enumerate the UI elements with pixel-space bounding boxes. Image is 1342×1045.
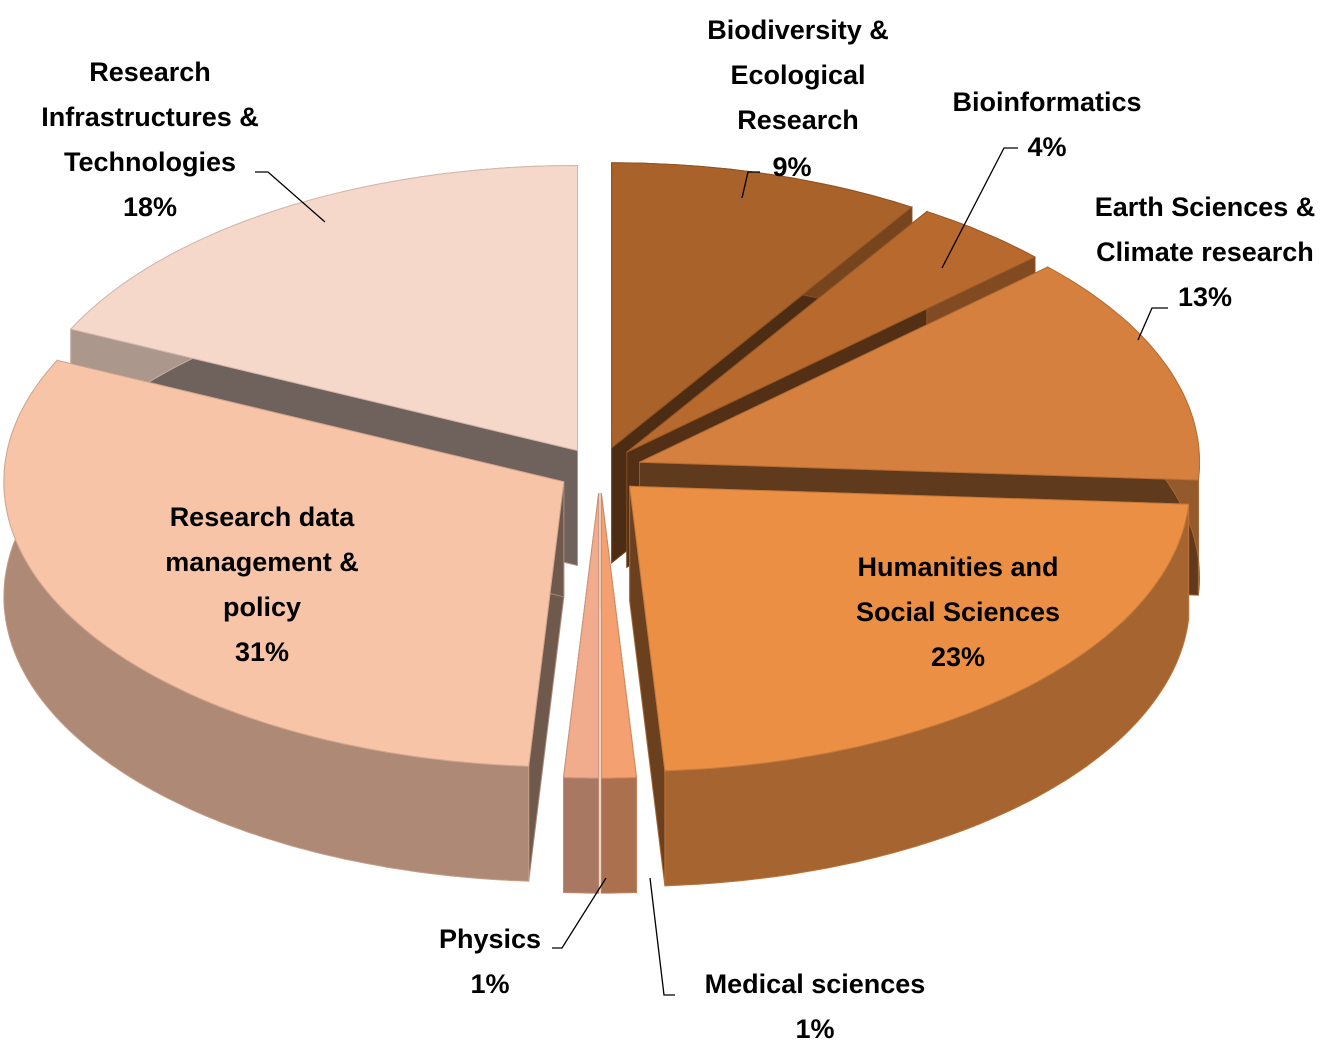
leader-lines: [255, 147, 1168, 996]
slice-label: Humanities and Social Sciences: [855, 552, 1061, 627]
slice-value-label: 4%: [1027, 132, 1067, 162]
slice-value-label: 1%: [795, 1014, 835, 1044]
slice-value-label: 23%: [930, 642, 986, 672]
slice-label: Research Infrastructures & Technologies: [41, 57, 259, 177]
slice: [3, 359, 565, 767]
slice-value-label: 13%: [1177, 282, 1233, 312]
slices: [3, 162, 1201, 894]
leader-line: [941, 147, 1018, 269]
slice: [611, 162, 913, 449]
slice-value-label: 9%: [772, 152, 812, 182]
slice: [626, 211, 1037, 453]
slice: [562, 493, 600, 779]
leader-line: [255, 171, 326, 223]
slice: [3, 359, 565, 882]
slice-value-label: 18%: [122, 192, 178, 222]
slice: [629, 485, 1190, 772]
slice: [69, 164, 578, 452]
slice-value-label: 31%: [234, 637, 290, 667]
leader-line: [649, 877, 675, 996]
slice-label: Earth Sciences & Climate research: [1094, 192, 1316, 267]
slice-label: Medical sciences: [704, 969, 926, 999]
slice: [562, 493, 600, 894]
slice: [639, 266, 1201, 481]
slice-label: Physics: [438, 924, 542, 954]
slice-outer-wall: [563, 776, 600, 894]
slice-label: Bioinformatics: [952, 87, 1142, 117]
leader-line: [1137, 307, 1168, 341]
leader-line: [552, 877, 607, 949]
leader-line: [741, 171, 760, 199]
slice-label: Research data management & policy: [165, 502, 359, 622]
slice: [600, 493, 638, 779]
slice: [629, 485, 1190, 887]
slice-value-label: 1%: [470, 969, 510, 999]
slice: [600, 493, 638, 894]
slice-label: Biodiversity & Ecological Research: [707, 15, 889, 135]
slice-outer-wall: [600, 776, 637, 894]
